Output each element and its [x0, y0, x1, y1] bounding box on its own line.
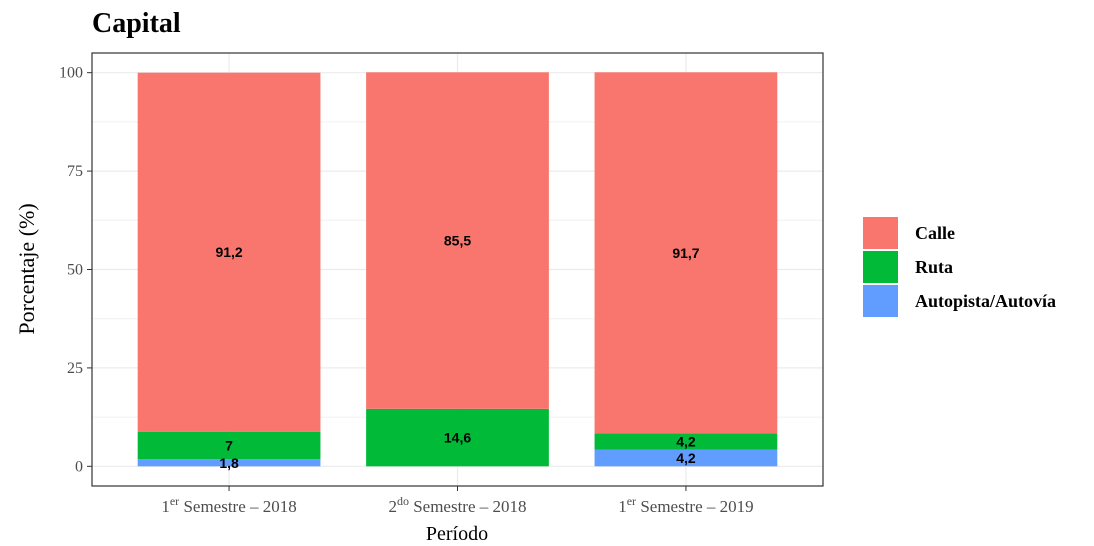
bar-segment	[366, 408, 549, 467]
bar-segment	[594, 433, 778, 450]
bar-segment	[137, 459, 321, 467]
chart-title: Capital	[92, 8, 181, 39]
y-axis-label: Porcentaje (%)	[14, 203, 39, 334]
x-tick-label: 1er Semestre – 2018	[161, 494, 296, 516]
value-label: 91,7	[672, 245, 699, 261]
x-tick-label-part: 1	[618, 497, 627, 516]
legend-swatch	[863, 251, 898, 283]
x-tick-label-sup: do	[397, 494, 409, 508]
bar-segment	[366, 72, 549, 409]
bar-segment	[594, 72, 778, 434]
x-tick-label-part: Semestre – 2019	[636, 497, 754, 516]
value-label: 91,2	[215, 244, 242, 260]
x-tick-label: 1er Semestre – 2019	[618, 494, 753, 516]
value-label: 7	[225, 437, 233, 453]
legend-label: Ruta	[915, 257, 953, 277]
x-tick-label-part: 2	[388, 497, 397, 516]
value-label: 4,2	[676, 450, 696, 466]
y-tick-label: 0	[75, 458, 83, 475]
x-tick-label: 2do Semestre – 2018	[388, 494, 526, 516]
legend-swatch	[863, 217, 898, 249]
x-tick-label-sup: er	[170, 494, 179, 508]
y-tick-label: 100	[59, 65, 83, 82]
bar-segment	[594, 449, 778, 467]
x-axis-label: Período	[426, 523, 488, 545]
value-label: 14,6	[444, 430, 471, 446]
x-tick-label-part: Semestre – 2018	[179, 497, 297, 516]
x-tick-label-part: 1	[161, 497, 170, 516]
legend-label: Autopista/Autovía	[915, 291, 1056, 311]
bar-segment	[137, 72, 321, 432]
y-tick-label: 50	[67, 262, 83, 279]
x-tick-label-part: Semestre – 2018	[409, 497, 527, 516]
bar-segment	[137, 431, 321, 460]
x-tick-label-sup: er	[627, 494, 636, 508]
value-label: 1,8	[219, 455, 239, 471]
value-label: 85,5	[444, 233, 471, 249]
legend-label: Calle	[915, 223, 955, 243]
legend-swatch	[863, 285, 898, 317]
y-tick-label: 25	[67, 360, 83, 377]
y-tick-label: 75	[67, 163, 83, 180]
value-label: 4,2	[676, 434, 696, 450]
